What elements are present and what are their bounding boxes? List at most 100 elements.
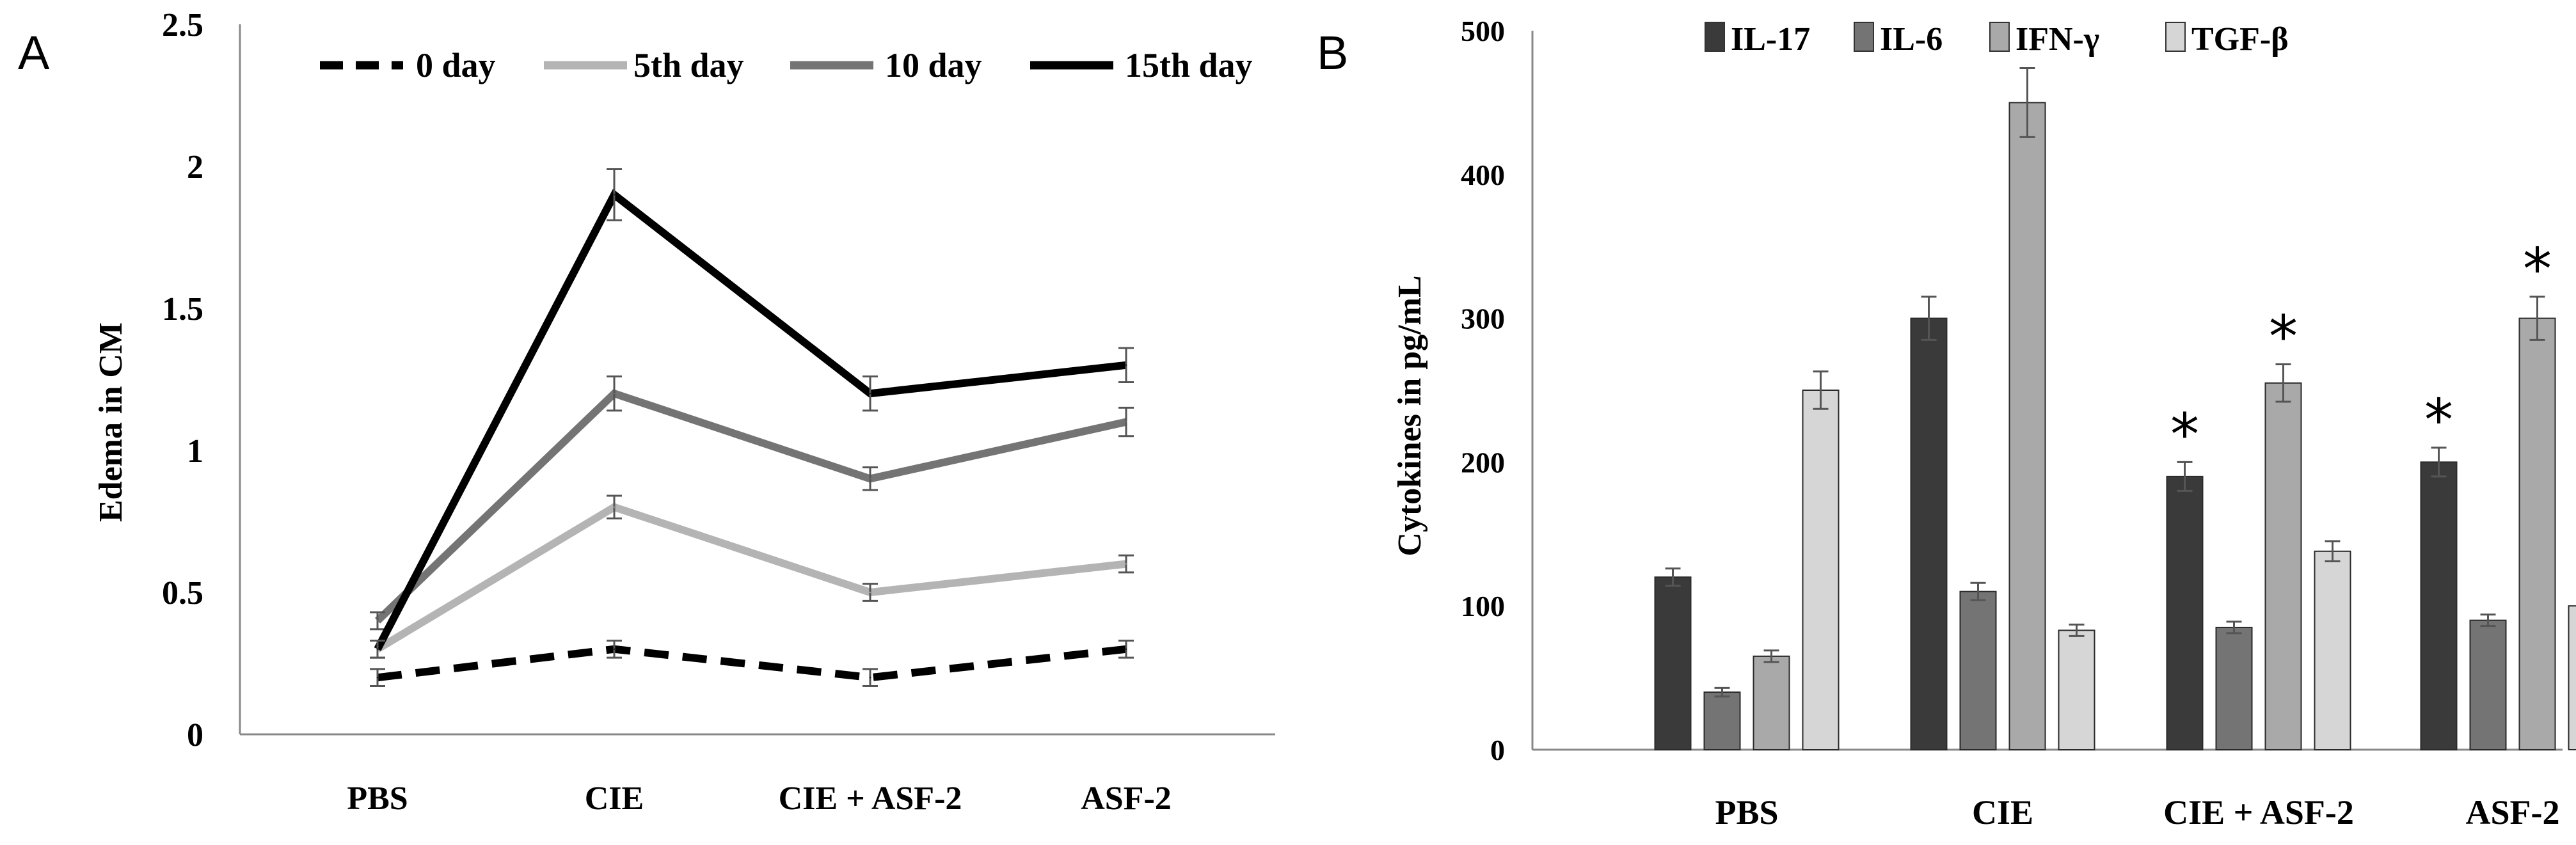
error-bar: [1665, 567, 1681, 587]
legend-item-tgf-beta: TGF-β: [2165, 21, 2289, 58]
b-y-tick-label: 0: [1490, 734, 1505, 766]
a-y-tick-label: 2: [187, 149, 203, 186]
bar-ifn-pbs: [1753, 655, 1790, 750]
data-point: [1125, 648, 1127, 650]
a-y-tick-label: 0.5: [162, 575, 203, 612]
bar-tgf-pbs: [1802, 390, 1840, 750]
series-10-day: [370, 375, 1134, 631]
series-0-day: [370, 639, 1134, 688]
series-line-0-day: [377, 645, 1127, 682]
significance-asterisk: *: [2170, 401, 2199, 468]
a-y-tick-label: 1: [187, 433, 203, 470]
panel-b-label: B: [1317, 26, 1348, 79]
a-x-category-label: CIE + ASF-2: [779, 780, 962, 817]
b-y-tick-label: 400: [1461, 159, 1505, 191]
legend-label: 0 day: [416, 46, 496, 84]
bar-tgf-cie-asf-2: [2314, 550, 2351, 750]
a-y-tick-label: 2.5: [162, 7, 203, 43]
bar-il-17-cie: [1910, 317, 1948, 751]
bar-il-6-cie: [1959, 590, 1997, 750]
data-point: [377, 620, 378, 622]
series-tgf: [1802, 370, 2576, 751]
bar-il-6-cie-asf-2: [2215, 626, 2253, 750]
a-y-tick-label: 1.5: [162, 291, 203, 328]
data-point: [377, 677, 378, 679]
bar-il-17-cie-asf-2: [2166, 475, 2204, 750]
legend-item-il-17: IL-17: [1705, 21, 1810, 58]
legend-label: IL-6: [1880, 21, 1943, 58]
b-x-category-label: CIE + ASF-2: [2163, 793, 2354, 832]
panel-a-y-tick-labels: 0 0.5 1 1.5 2 2.5: [162, 7, 203, 754]
legend-item-il-6: IL-6: [1854, 21, 1943, 58]
error-bar: [2325, 540, 2341, 563]
error-bar: [2431, 446, 2447, 478]
data-point: [614, 393, 615, 395]
series-line-10-day: [374, 389, 1127, 624]
significance-asterisk: *: [2523, 236, 2552, 303]
bar-il-6-asf-2: [2469, 619, 2507, 750]
a-x-category-label: CIE: [585, 780, 644, 817]
data-point: [1125, 421, 1127, 423]
panel-a-legend: 0 day 5th day 10 day 15th day: [320, 46, 1253, 84]
data-point: [1125, 364, 1127, 366]
a-x-category-label: ASF-2: [1081, 780, 1172, 817]
series-il-6: [1703, 581, 2507, 750]
data-point: [870, 677, 871, 679]
panel-b-y-axis-label: Cytokines in pg/mL: [1392, 275, 1428, 556]
legend-swatch: [2165, 22, 2186, 52]
legend-label: TGF-β: [2191, 21, 2289, 58]
panel-b-plot-area: * ***: [1654, 67, 2576, 751]
series-line-5th-day: [375, 503, 1127, 652]
panel-a-y-axis-label: Edema in CM: [93, 322, 129, 522]
b-x-category-label: CIE: [1972, 793, 2033, 832]
panel-b-legend: IL-17 IL-6 IFN-γ TGF-β: [1705, 21, 2289, 58]
error-bar: [2069, 623, 2085, 637]
error-bar: [1921, 296, 1937, 341]
panel-a: A Edema in CM 0 0.5 1 1.5 2 2.5 PBS CIE …: [18, 7, 1275, 817]
panel-a-label: A: [18, 26, 50, 79]
a-y-tick-label: 0: [187, 717, 203, 754]
series-ifn: **: [1753, 67, 2556, 751]
legend-swatch: [1854, 22, 1874, 52]
error-bar: [2226, 620, 2242, 635]
legend-swatch: [1989, 22, 2010, 52]
legend-item-15th-day: 15th day: [1030, 46, 1253, 84]
error-bar: [2480, 613, 2496, 628]
data-point: [1125, 563, 1127, 565]
error-bar: [1970, 581, 1986, 601]
data-point: [614, 506, 615, 508]
error-bar: [2275, 363, 2291, 403]
legend-item-10-day: 10 day: [790, 46, 982, 84]
series-line-15th-day: [374, 189, 1127, 651]
bar-ifn-asf-2: [2518, 317, 2556, 751]
error-bar: [2529, 296, 2545, 341]
legend-swatch: [1705, 22, 1725, 52]
legend-label: IL-17: [1731, 21, 1810, 58]
b-y-tick-label: 100: [1461, 590, 1505, 622]
data-point: [870, 592, 871, 593]
error-bar: [1813, 370, 1829, 410]
legend-label: 5th day: [633, 46, 744, 84]
panel-b-x-tick-labels: PBS CIE CIE + ASF-2 ASF-2: [1715, 793, 2559, 832]
legend-label: 15th day: [1125, 46, 1253, 84]
bar-ifn-cie-asf-2: [2264, 382, 2302, 750]
b-y-tick-label: 300: [1461, 303, 1505, 335]
data-point: [377, 648, 378, 650]
legend-label: 10 day: [885, 46, 982, 84]
bar-il-17-asf-2: [2420, 461, 2458, 751]
a-x-category-label: PBS: [347, 780, 408, 817]
legend-item-ifn-gamma: IFN-γ: [1989, 21, 2099, 58]
error-bar: [2177, 461, 2193, 492]
panel-a-x-tick-labels: PBS CIE CIE + ASF-2 ASF-2: [347, 780, 1171, 817]
panel-b: B Cytokines in pg/mL 0 100 200 300 400 5…: [1317, 15, 2576, 832]
panel-b-y-tick-labels: 0 100 200 300 400 500: [1461, 15, 1505, 766]
significance-asterisk: *: [2269, 304, 2298, 371]
series-15th-day: [370, 168, 1134, 659]
panel-a-plot-area: [370, 168, 1134, 688]
b-y-tick-label: 200: [1461, 446, 1505, 478]
data-point: [614, 648, 615, 650]
data-point: [614, 194, 615, 196]
b-x-category-label: PBS: [1715, 793, 1778, 832]
error-bar: [2019, 67, 2035, 138]
